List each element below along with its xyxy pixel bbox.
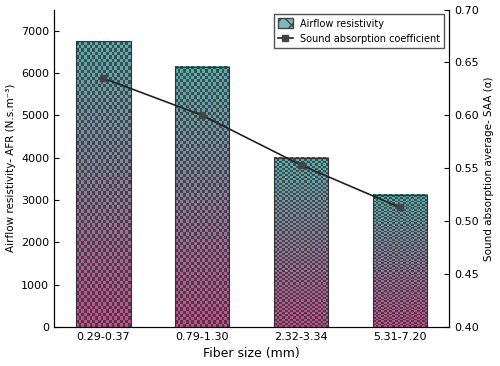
Bar bbox=[274, 158, 328, 327]
Bar bbox=[76, 41, 130, 327]
Y-axis label: Airflow resistivity- AFR (N.s.m⁻³): Airflow resistivity- AFR (N.s.m⁻³) bbox=[6, 84, 16, 253]
Bar bbox=[372, 195, 427, 327]
X-axis label: Fiber size (mm): Fiber size (mm) bbox=[204, 347, 300, 361]
Legend: Airflow resistivity, Sound absorption coefficient: Airflow resistivity, Sound absorption co… bbox=[274, 14, 444, 48]
Bar bbox=[175, 67, 230, 327]
Y-axis label: Sound absorption average- SAA (α): Sound absorption average- SAA (α) bbox=[484, 76, 494, 261]
